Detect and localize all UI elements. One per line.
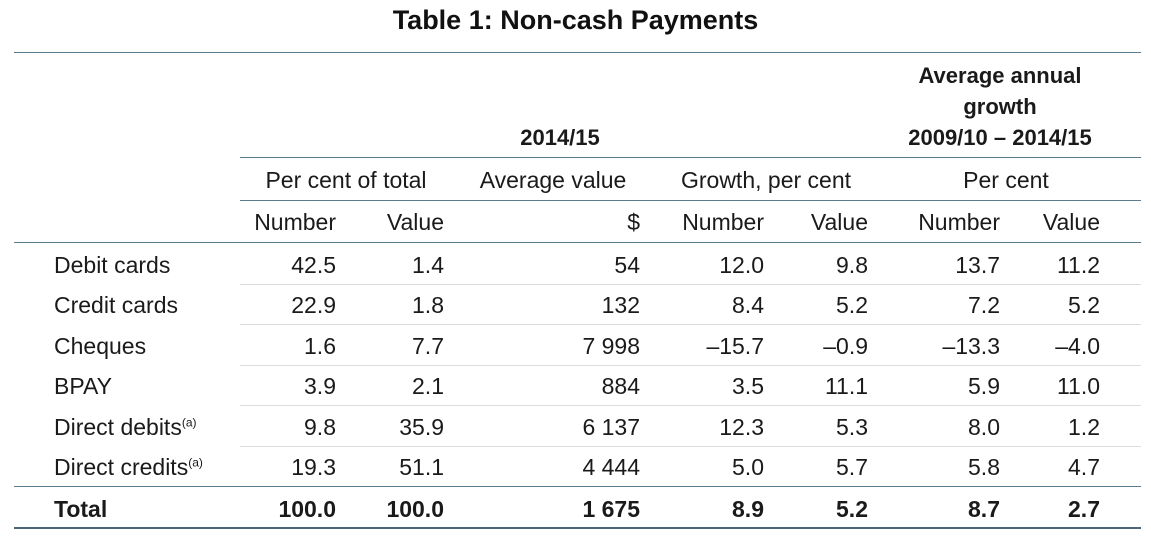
col-header-value: Value: [386, 209, 444, 235]
table-cell: 5.7: [836, 454, 868, 480]
table-cell: 3.9: [304, 373, 336, 399]
table-cell: 19.3: [291, 454, 336, 480]
table-cell: –13.3: [942, 333, 1000, 359]
row-label-text: Direct credits: [54, 454, 189, 480]
col-header-avg-number: Number: [918, 209, 1000, 235]
table-cell: 42.5: [291, 252, 336, 278]
table-cell: 51.1: [399, 454, 444, 480]
growth-group-line-1: Average annual: [918, 63, 1082, 88]
table-cell: –4.0: [1055, 333, 1100, 359]
table-cell: 1.6: [304, 333, 336, 359]
row-label: Direct credits(a): [54, 452, 234, 482]
subgroup-per-cent: Per cent: [963, 167, 1049, 193]
row-label: Credit cards: [54, 290, 234, 320]
table-cell: 8.4: [732, 292, 764, 318]
table-cell: 9.8: [304, 414, 336, 440]
total-cell: 100.0: [386, 496, 444, 522]
table-cell: 11.2: [1056, 252, 1100, 278]
growth-group-line-3: 2009/10 – 2014/15: [908, 125, 1092, 150]
table-cell: 2.1: [412, 373, 444, 399]
table-cell: 132: [601, 292, 640, 318]
table-cell: 5.2: [836, 292, 868, 318]
table-cell: 5.8: [968, 454, 1000, 480]
subgroup-rule: [240, 200, 1141, 201]
table-cell: 1.4: [412, 252, 444, 278]
row-label-text: Credit cards: [54, 292, 178, 318]
total-label: Total: [54, 496, 108, 522]
table-cell: 5.0: [732, 454, 764, 480]
total-cell: 2.7: [1068, 496, 1100, 522]
row-separator: [240, 405, 1141, 406]
col-header-avg-value: Value: [1042, 209, 1100, 235]
table-cell: 12.3: [719, 414, 764, 440]
period-group-header: 2014/15: [520, 125, 600, 150]
row-separator: [240, 365, 1141, 366]
table-cell: 7.7: [412, 333, 444, 359]
header-bottom-rule: [14, 242, 1141, 243]
table-cell: 5.3: [836, 414, 868, 440]
table-cell: 6 137: [582, 414, 640, 440]
bottom-rule: [14, 527, 1141, 529]
table-cell: 7.2: [968, 292, 1000, 318]
table-cell: 5.2: [1068, 292, 1100, 318]
total-cell: 100.0: [278, 496, 336, 522]
col-header-number: Number: [254, 209, 336, 235]
row-separator: [240, 324, 1141, 325]
col-header-growth-number: Number: [682, 209, 764, 235]
row-footnote-marker: (a): [188, 455, 203, 470]
table-cell: 5.9: [968, 373, 1000, 399]
table-cell: 7 998: [582, 333, 640, 359]
row-label-text: BPAY: [54, 373, 112, 399]
row-label: BPAY: [54, 371, 234, 401]
table-cell: 22.9: [291, 292, 336, 318]
total-cell: 8.9: [732, 496, 764, 522]
table-cell: 884: [601, 373, 640, 399]
table-cell: 12.0: [719, 252, 764, 278]
row-label: Debit cards: [54, 250, 234, 280]
table-cell: 11.0: [1056, 373, 1100, 399]
row-label-text: Cheques: [54, 333, 147, 359]
subgroup-average-value: Average value: [479, 167, 627, 193]
table-cell: 4.7: [1068, 454, 1100, 480]
row-label-text: Direct debits: [54, 414, 182, 440]
group-rule: [240, 157, 1141, 158]
growth-group-header: Average annual growth 2009/10 – 2014/15: [890, 60, 1110, 153]
total-cell: 1 675: [582, 496, 640, 522]
row-separator: [240, 284, 1141, 285]
row-label: Direct debits(a): [54, 412, 234, 442]
growth-group-line-2: growth: [963, 94, 1037, 119]
table-cell: 9.8: [836, 252, 868, 278]
row-separator: [240, 446, 1141, 447]
table-title: Table 1: Non-cash Payments: [392, 5, 759, 35]
table-cell: –0.9: [823, 333, 868, 359]
table-cell: 8.0: [968, 414, 1000, 440]
row-label: Cheques: [54, 331, 234, 361]
total-cell: 5.2: [836, 496, 868, 522]
subgroup-growth-per-cent: Growth, per cent: [680, 167, 852, 193]
table-cell: 54: [614, 252, 640, 278]
row-label-text: Debit cards: [54, 252, 171, 278]
table-cell: 4 444: [582, 454, 640, 480]
total-rule: [14, 486, 1141, 487]
total-cell: 8.7: [968, 496, 1000, 522]
col-header-growth-value: Value: [810, 209, 868, 235]
top-rule: [14, 52, 1141, 53]
table-cell: 1.2: [1068, 414, 1100, 440]
table-cell: –15.7: [706, 333, 764, 359]
table-cell: 35.9: [399, 414, 444, 440]
table-cell: 13.7: [955, 252, 1000, 278]
subgroup-per-cent-of-total: Per cent of total: [265, 167, 427, 193]
table-cell: 1.8: [412, 292, 444, 318]
col-header-dollar: $: [627, 209, 640, 235]
row-footnote-marker: (a): [181, 415, 197, 430]
table-cell: 3.5: [732, 373, 764, 399]
table-cell: 11.1: [824, 373, 868, 399]
